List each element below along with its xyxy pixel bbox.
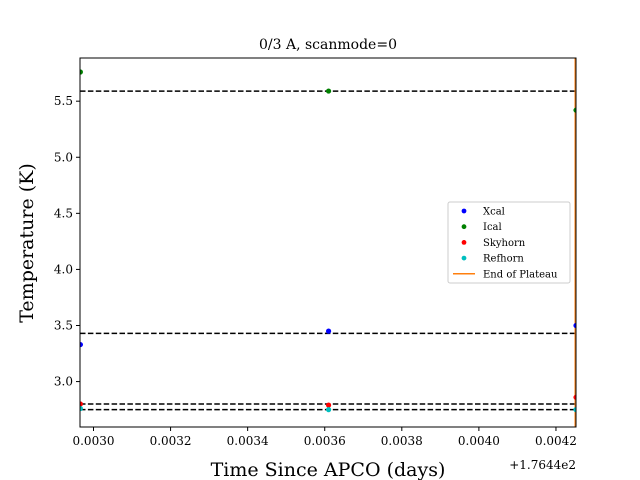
legend-label: Skyhorn	[483, 238, 526, 249]
plot-clip-group	[80, 58, 576, 427]
legend-marker-refhorn	[461, 255, 467, 261]
legend-label: Refhorn	[483, 254, 524, 265]
legend-label: Ical	[483, 222, 502, 233]
skyhorn-point	[80, 401, 83, 407]
y-tick-label: 3.5	[54, 318, 73, 332]
x-tick-label: 0.0042	[535, 434, 577, 448]
ical-point	[573, 107, 576, 113]
skyhorn-point	[573, 394, 576, 400]
legend-marker-ical	[461, 224, 467, 230]
ical-point	[325, 88, 332, 94]
y-tick-label: 4.5	[54, 206, 73, 220]
y-tick-label: 5.0	[54, 150, 73, 164]
y-axis-label: Temperature (K)	[16, 163, 38, 323]
legend-marker-xcal	[461, 208, 467, 214]
ical-point	[80, 69, 83, 75]
plot-frame	[79, 57, 577, 428]
plot-area: 0.0030 0.0032 0.0034 0.0036 0.0038 0.0040 0.00…	[54, 57, 577, 448]
refhorn-point	[573, 407, 576, 413]
x-tick-label: 0.0040	[458, 434, 500, 448]
xcal-point	[573, 322, 576, 329]
refhorn-point	[325, 407, 332, 413]
x-tick-label: 0.0036	[304, 434, 346, 448]
refhorn-point	[80, 405, 83, 412]
x-tick-label: 0.0032	[150, 434, 192, 448]
y-tick-label: 5.5	[54, 94, 73, 108]
xcal-point	[80, 341, 83, 348]
legend-marker-skyhorn	[461, 240, 467, 245]
chart-title: 0/3 A, scanmode=0	[259, 37, 397, 53]
skyhorn-point	[325, 402, 332, 408]
x-axis-label: Time Since APCO (days)	[211, 459, 446, 480]
x-tick-label: 0.0038	[381, 434, 423, 448]
legend-label: End of Plateau	[483, 269, 558, 280]
y-tick-label: 4.0	[54, 262, 73, 276]
legend-box	[447, 201, 571, 284]
legend-label: Xcal	[483, 207, 505, 218]
y-tick-label: 3.0	[54, 375, 73, 389]
x-tick-label: 0.0030	[72, 434, 114, 448]
x-offset-label: +1.7644e2	[509, 458, 576, 472]
x-tick-label: 0.0034	[227, 434, 269, 448]
xcal-point	[325, 328, 332, 334]
